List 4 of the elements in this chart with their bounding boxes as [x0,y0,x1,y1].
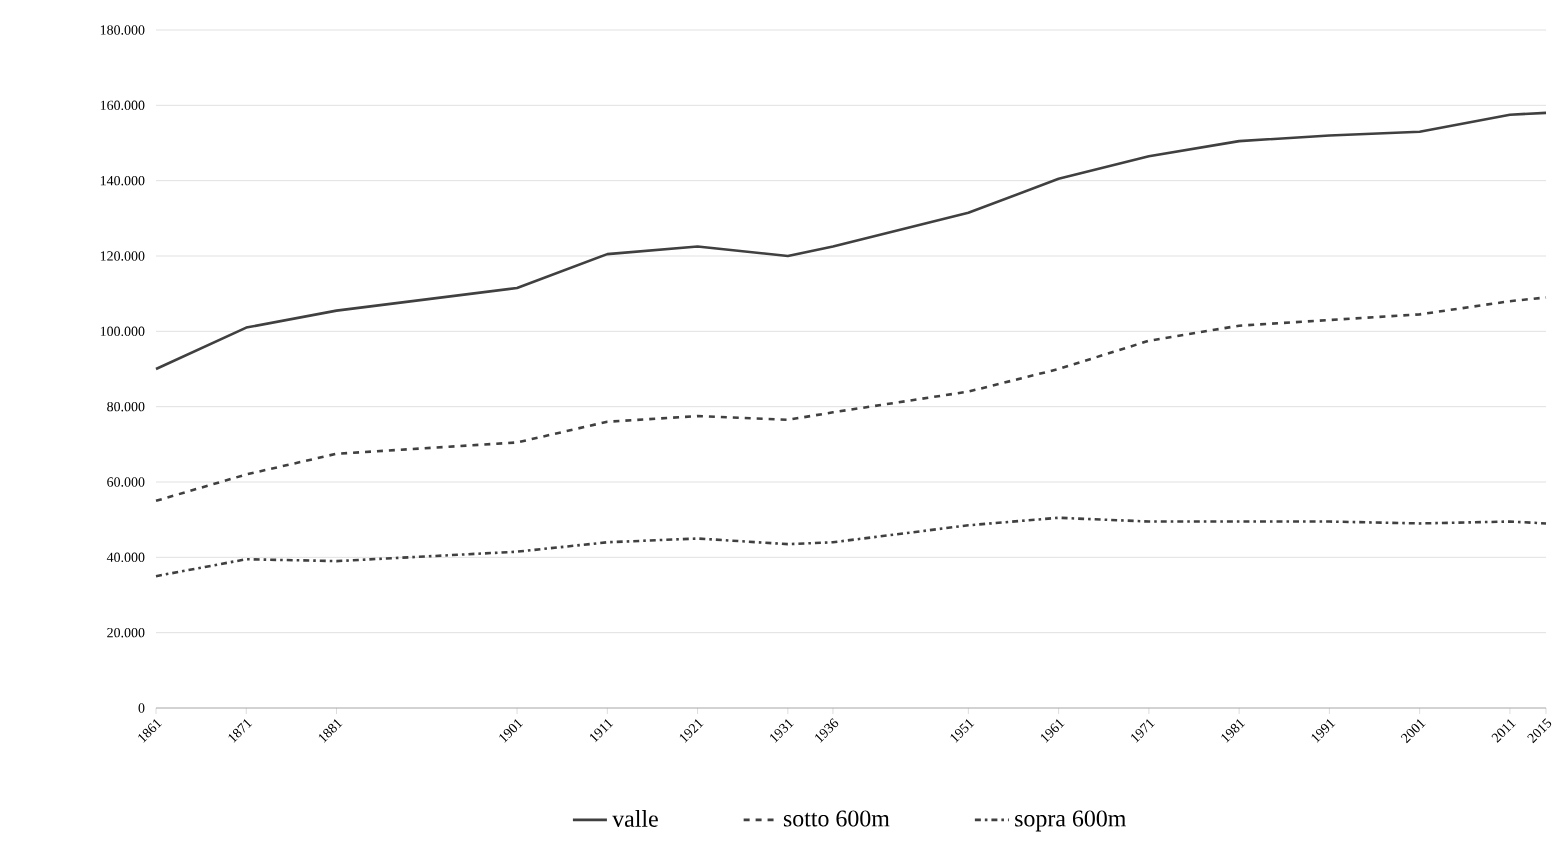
legend-label: sopra 600m [1015,810,1126,832]
legend-label: valle [612,810,658,827]
legend-label: sotto 600m [783,810,890,827]
line-series [154,111,1548,371]
